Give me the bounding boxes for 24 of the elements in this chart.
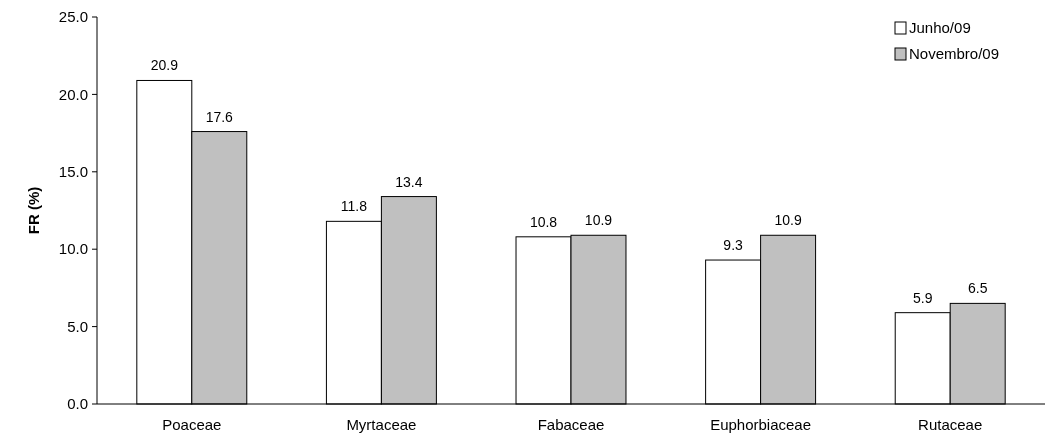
data-label: 10.9	[774, 212, 802, 229]
data-label: 10.9	[584, 212, 613, 229]
data-label: 6.5	[967, 280, 988, 297]
data-label: 9.3	[723, 237, 744, 254]
data-label: 17.6	[205, 108, 234, 125]
legend-label: Junho/09	[909, 19, 971, 37]
data-label: 5.9	[912, 289, 933, 306]
x-tick-label: Myrtaceae	[346, 416, 417, 433]
legend-label: Novembro/09	[909, 45, 1000, 63]
data-label: 20.9	[150, 57, 179, 74]
y-tick-label: 20.0	[58, 85, 88, 103]
y-axis-title: FR (%)	[25, 186, 42, 235]
y-tick-label: 5.0	[67, 317, 88, 335]
x-tick-label: Poaceae	[162, 416, 222, 433]
data-label: 13.4	[395, 173, 423, 190]
y-tick-label: 25.0	[58, 8, 88, 26]
data-label: 10.8	[529, 213, 558, 230]
data-label: 11.8	[340, 198, 368, 215]
x-tick-label: Rutaceae	[918, 416, 983, 433]
x-tick-label: Fabaceae	[537, 416, 605, 433]
y-tick-label: 10.0	[58, 240, 88, 258]
x-tick-label: Euphorbiaceae	[710, 416, 812, 433]
y-tick-label: 15.0	[58, 163, 88, 181]
y-tick-label: 0.0	[67, 395, 88, 413]
